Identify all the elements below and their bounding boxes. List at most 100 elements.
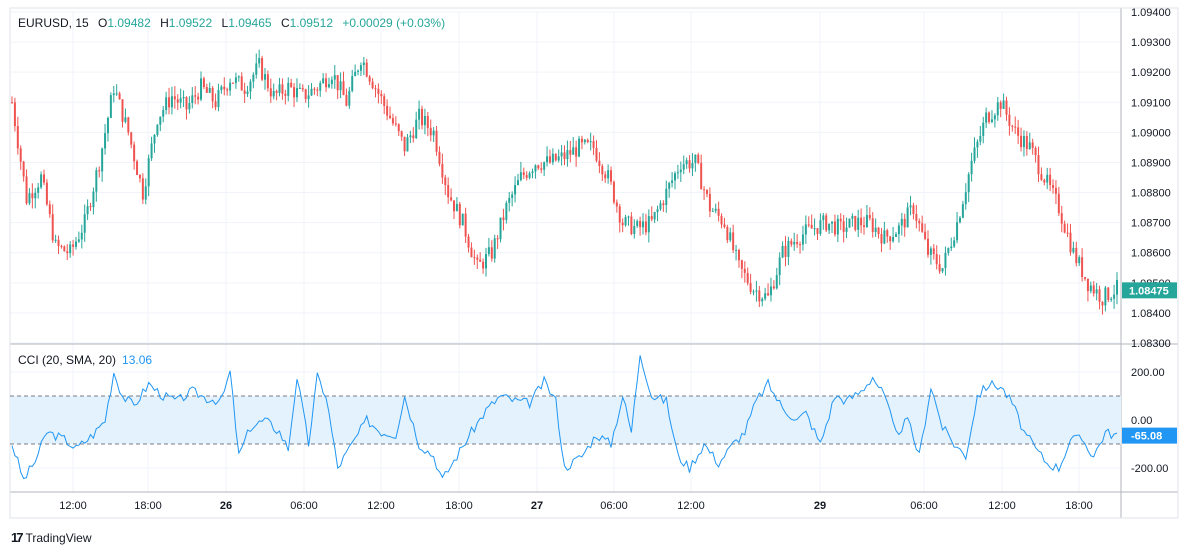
candle-body bbox=[246, 91, 249, 94]
cci-tick-label: -200.00 bbox=[1131, 463, 1168, 475]
candle-body bbox=[162, 109, 165, 117]
symbol-label[interactable]: EURUSD, 15 bbox=[18, 16, 89, 30]
candle-body bbox=[339, 81, 342, 91]
candle-body bbox=[109, 95, 112, 118]
candle-body bbox=[1002, 100, 1005, 109]
candle-body bbox=[516, 180, 519, 186]
candle-body bbox=[368, 76, 371, 82]
candle-body bbox=[1057, 193, 1060, 214]
candle-body bbox=[325, 78, 328, 88]
candle-body bbox=[200, 78, 203, 100]
candle-body bbox=[307, 95, 310, 100]
candle-body bbox=[354, 71, 357, 77]
candle-body bbox=[924, 231, 927, 239]
candle-body bbox=[851, 215, 854, 219]
candle-body bbox=[519, 172, 522, 181]
candle-body bbox=[159, 116, 162, 125]
candle-body bbox=[1063, 223, 1066, 233]
candle-body bbox=[569, 150, 572, 155]
candle-body bbox=[482, 261, 485, 269]
candle-body bbox=[1060, 213, 1063, 224]
candle-body bbox=[601, 166, 604, 175]
candle-body bbox=[700, 162, 703, 190]
candle-body bbox=[464, 213, 467, 237]
candle-body bbox=[357, 70, 360, 72]
candle-body bbox=[996, 102, 999, 116]
candle-body bbox=[72, 244, 75, 247]
candle-body bbox=[438, 151, 441, 164]
candle-body bbox=[48, 204, 51, 215]
candle-body bbox=[1089, 285, 1092, 292]
candle-body bbox=[694, 154, 697, 163]
candle-body bbox=[496, 238, 499, 240]
candle-body bbox=[636, 221, 639, 227]
candle-body bbox=[89, 206, 92, 208]
candle-body bbox=[624, 217, 627, 226]
candle-body bbox=[793, 242, 796, 245]
candle-body bbox=[674, 173, 676, 181]
candle-body bbox=[147, 158, 150, 187]
candle-body bbox=[505, 202, 508, 220]
candle-body bbox=[365, 62, 368, 77]
candle-body bbox=[188, 103, 191, 110]
candle-body bbox=[749, 283, 752, 292]
candle-body bbox=[229, 82, 232, 91]
candle-body bbox=[409, 135, 412, 138]
candle-body bbox=[679, 169, 682, 173]
cci-label[interactable]: CCI (20, SMA, 20) bbox=[18, 353, 117, 367]
candle-body bbox=[1028, 142, 1031, 149]
candle-body bbox=[168, 97, 171, 108]
brand[interactable]: 17 TradingView bbox=[11, 530, 92, 545]
candle-body bbox=[217, 90, 220, 108]
candle-body bbox=[979, 135, 982, 142]
candle-body bbox=[892, 236, 895, 242]
candle-body bbox=[389, 115, 392, 119]
candle-body bbox=[490, 247, 493, 259]
candle-body bbox=[589, 141, 592, 143]
candle-body bbox=[551, 153, 554, 163]
candle-body bbox=[54, 239, 57, 241]
candle-body bbox=[708, 193, 711, 212]
candle-body bbox=[618, 206, 621, 223]
candle-body bbox=[787, 240, 790, 257]
candle-body bbox=[1098, 289, 1101, 302]
candle-body bbox=[740, 260, 743, 269]
time-tick-label: 18:00 bbox=[1065, 500, 1093, 512]
candle-body bbox=[883, 230, 886, 244]
candle-body bbox=[676, 172, 679, 174]
candle-body bbox=[967, 174, 970, 193]
candle-body bbox=[153, 134, 156, 144]
candle-body bbox=[929, 248, 932, 255]
candle-body bbox=[665, 188, 668, 206]
candle-body bbox=[1110, 298, 1113, 300]
candle-body bbox=[1043, 179, 1046, 183]
cci-tick-label: 200.00 bbox=[1131, 367, 1165, 379]
candle-body bbox=[69, 244, 72, 254]
candle-body bbox=[263, 74, 266, 80]
candle-body bbox=[732, 232, 735, 251]
candle-body bbox=[982, 122, 985, 136]
candle-body bbox=[104, 133, 107, 149]
candle-body bbox=[592, 141, 595, 148]
candle-body bbox=[886, 230, 889, 237]
candle-body bbox=[150, 143, 153, 159]
candle-body bbox=[240, 76, 243, 91]
candle-body bbox=[249, 81, 252, 92]
price-tick-label: 1.09200 bbox=[1131, 67, 1171, 79]
candle-body bbox=[330, 79, 333, 85]
candle-body bbox=[836, 218, 839, 235]
candle-body bbox=[1072, 247, 1075, 253]
price-tick-label: 1.08600 bbox=[1131, 248, 1171, 260]
candle-body bbox=[176, 99, 179, 103]
candle-body bbox=[386, 105, 389, 116]
cci-tick-label: 0.00 bbox=[1131, 415, 1152, 427]
candle-body bbox=[839, 218, 842, 222]
candle-body bbox=[211, 87, 214, 102]
candle-body bbox=[889, 236, 892, 242]
candle-body bbox=[415, 119, 418, 139]
candle-body bbox=[607, 170, 610, 179]
candle-body bbox=[362, 62, 365, 66]
candle-body bbox=[854, 215, 857, 230]
